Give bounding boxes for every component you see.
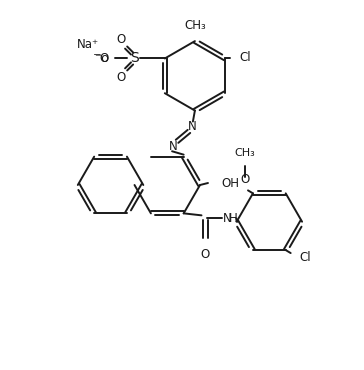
Text: S: S [130, 51, 138, 65]
Text: OH: OH [222, 176, 240, 189]
Text: O: O [116, 71, 126, 84]
Text: N: N [169, 140, 177, 153]
Text: −: − [93, 50, 102, 60]
Text: Cl: Cl [300, 250, 311, 263]
Text: H: H [229, 212, 238, 225]
Text: O: O [100, 52, 109, 65]
Text: N: N [187, 120, 196, 133]
Text: N: N [223, 212, 232, 225]
Text: Cl: Cl [240, 51, 252, 64]
Text: CH₃: CH₃ [184, 19, 206, 32]
Text: O: O [116, 33, 126, 46]
Text: Na⁺: Na⁺ [77, 38, 99, 51]
Text: O: O [201, 248, 210, 261]
Text: O: O [240, 173, 250, 186]
Text: ⁻o: ⁻o [94, 52, 109, 65]
Text: CH₃: CH₃ [235, 148, 256, 158]
